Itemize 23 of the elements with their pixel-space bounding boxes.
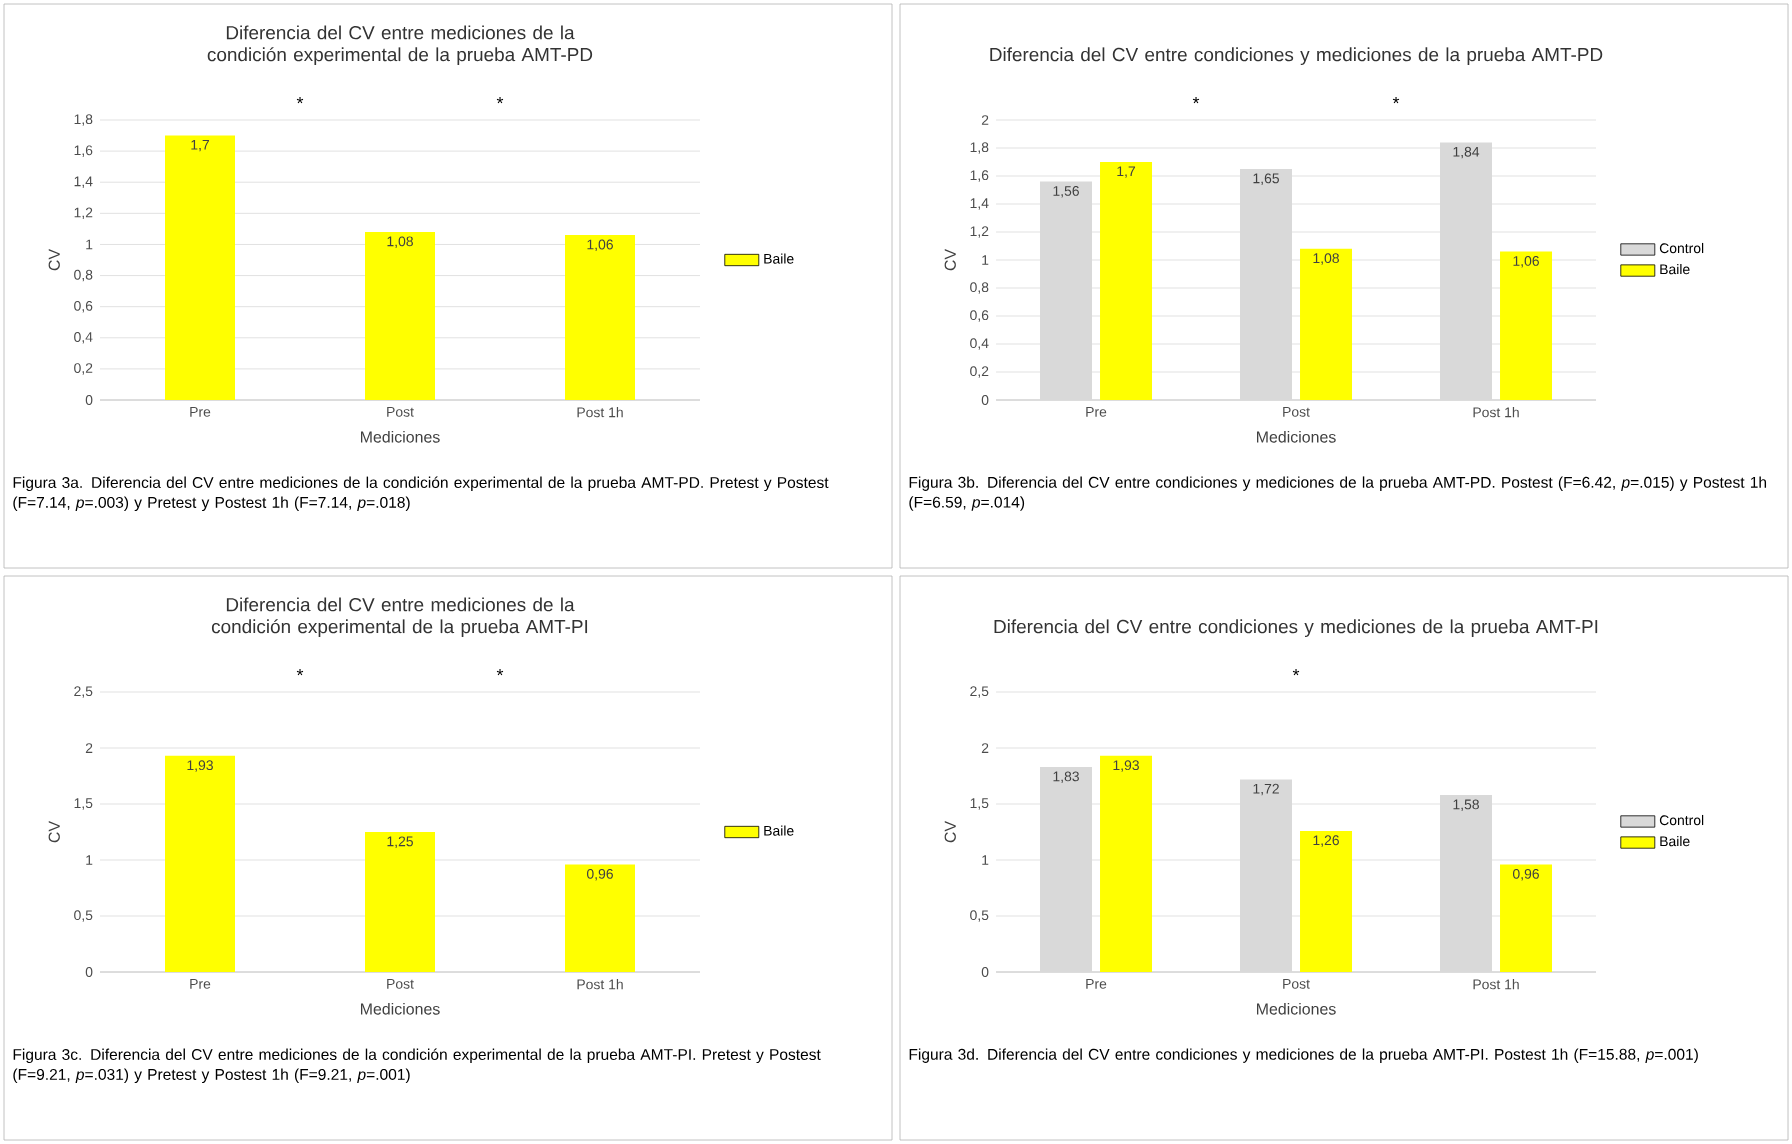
chart-title: Diferencia del CV entre mediciones de la condición experimental de la prueba AMT-PI: [211, 597, 588, 638]
chart-title: Diferencia del CV entre condiciones y mediciones de la prueba AMT-PD: [990, 47, 1603, 66]
chart-title: Diferencia del CV entre condiciones y mediciones de la prueba AMT-PI: [994, 619, 1598, 638]
bar: [565, 235, 635, 401]
text: *: [1192, 97, 1200, 104]
text: *: [1392, 97, 1400, 104]
bar: [1500, 864, 1553, 973]
text: *: [296, 97, 304, 104]
bar: [565, 864, 635, 973]
text: *: [296, 669, 304, 676]
text: *: [496, 669, 504, 676]
bar: [365, 232, 435, 401]
text: *: [1292, 669, 1300, 676]
bar: [1100, 755, 1153, 973]
bar: [1500, 251, 1553, 401]
bar: [1100, 162, 1153, 401]
bar: [165, 135, 235, 401]
bar: [1300, 248, 1353, 401]
bar: [1300, 830, 1353, 973]
bar: [165, 755, 235, 973]
chart-title: Diferencia del CV entre mediciones de la condición experimental de la prueba AMT-PD: [207, 25, 593, 66]
bar: [365, 832, 435, 973]
text: *: [496, 97, 504, 104]
